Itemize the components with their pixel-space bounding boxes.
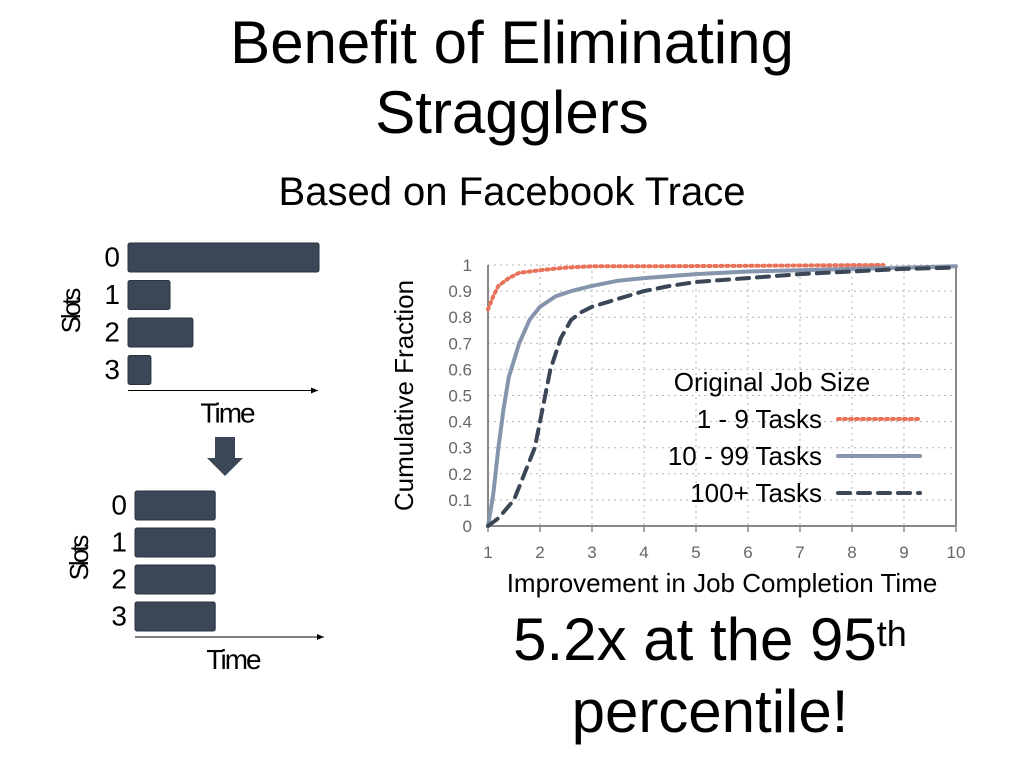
y-tick-label: 0 <box>463 517 472 536</box>
before-slot-label: 0 <box>104 242 120 273</box>
slide-title: Benefit of Eliminating Stragglers <box>0 8 1024 148</box>
x-tick-label: 5 <box>691 543 700 562</box>
after-slot-label: 2 <box>111 564 127 595</box>
y-tick-label: 0.8 <box>448 308 472 327</box>
after-slots-label: Slots <box>64 535 94 581</box>
after-slot-label: 3 <box>111 601 127 632</box>
y-tick-label: 0.2 <box>448 465 472 484</box>
x-tick-label: 10 <box>947 543 966 562</box>
before-bar <box>127 242 320 273</box>
y-tick-label: 1 <box>463 256 472 275</box>
y-axis-label: Cumulative Fraction <box>389 280 419 511</box>
slide-title-line1: Benefit of Eliminating <box>230 9 794 76</box>
y-tick-label: 0.6 <box>448 360 472 379</box>
callout-line2: percentile! <box>571 678 849 745</box>
slide-subtitle: Based on Facebook Trace <box>278 170 746 214</box>
after-bar <box>134 527 216 558</box>
x-tick-label: 7 <box>795 543 804 562</box>
y-tick-label: 0.3 <box>448 439 472 458</box>
x-tick-label: 6 <box>743 543 752 562</box>
legend-label-2: 10 - 99 Tasks <box>668 441 822 471</box>
x-tick-label: 3 <box>587 543 596 562</box>
x-tick-label: 9 <box>899 543 908 562</box>
x-tick-label: 1 <box>483 543 492 562</box>
legend-label-3: 100+ Tasks <box>690 478 822 508</box>
series-line-1 <box>486 263 886 312</box>
x-axis-label: Improvement in Job Completion Time <box>507 568 938 598</box>
callout-text: 5.2x at the 95th percentile! <box>470 604 950 748</box>
slide-title-line2: Stragglers <box>375 79 649 146</box>
legend-title: Original Job Size <box>674 367 871 397</box>
y-tick-label: 0.7 <box>448 334 472 353</box>
after-time-label: Time <box>206 644 261 675</box>
before-slot-label: 1 <box>104 279 120 310</box>
after-bar <box>134 564 216 595</box>
before-bar <box>127 317 194 348</box>
before-slot-label: 2 <box>104 317 120 348</box>
callout-main: 5.2x at the 95 <box>513 606 877 673</box>
before-slot-label: 3 <box>104 354 120 385</box>
legend-label-1: 1 - 9 Tasks <box>697 404 822 434</box>
y-tick-label: 0.4 <box>448 413 472 432</box>
x-tick-label: 8 <box>847 543 856 562</box>
y-tick-label: 0.1 <box>448 491 472 510</box>
before-slots-label: Slots <box>56 288 86 334</box>
before-time-label: Time <box>200 398 255 429</box>
callout-superscript: th <box>876 613 907 654</box>
before-bar <box>127 355 152 385</box>
y-tick-label: 0.9 <box>448 282 472 301</box>
x-tick-label: 2 <box>535 543 544 562</box>
after-slot-label: 1 <box>111 527 127 558</box>
after-slot-label: 0 <box>111 490 127 521</box>
series-line-2 <box>486 264 958 528</box>
x-tick-label: 4 <box>639 543 648 562</box>
after-bar <box>134 490 216 521</box>
y-tick-label: 0.5 <box>448 387 472 406</box>
series-line-3 <box>486 265 958 528</box>
after-time-axis-arrowhead <box>317 634 324 640</box>
before-time-axis-arrowhead <box>311 387 318 394</box>
before-bar <box>127 280 171 310</box>
after-bar <box>134 601 216 632</box>
